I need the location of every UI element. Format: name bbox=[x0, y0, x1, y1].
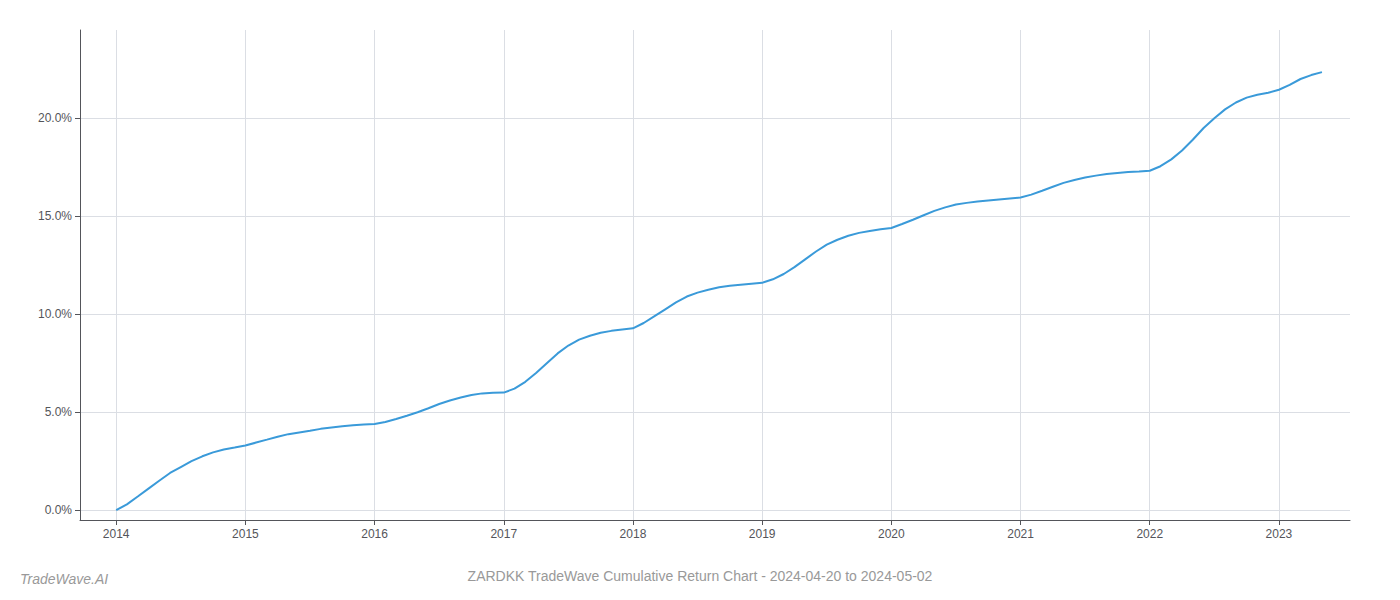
svg-text:TradeWave.AI: TradeWave.AI bbox=[20, 571, 108, 587]
svg-text:2017: 2017 bbox=[490, 527, 517, 541]
svg-text:2022: 2022 bbox=[1136, 527, 1163, 541]
svg-text:15.0%: 15.0% bbox=[38, 209, 72, 223]
svg-text:2019: 2019 bbox=[749, 527, 776, 541]
svg-text:2016: 2016 bbox=[361, 527, 388, 541]
svg-text:0.0%: 0.0% bbox=[45, 503, 73, 517]
svg-text:2018: 2018 bbox=[620, 527, 647, 541]
svg-text:5.0%: 5.0% bbox=[45, 405, 73, 419]
svg-text:10.0%: 10.0% bbox=[38, 307, 72, 321]
svg-text:2020: 2020 bbox=[878, 527, 905, 541]
svg-text:2014: 2014 bbox=[103, 527, 130, 541]
svg-text:ZARDKK TradeWave Cumulative Re: ZARDKK TradeWave Cumulative Return Chart… bbox=[468, 568, 933, 584]
svg-text:2021: 2021 bbox=[1007, 527, 1034, 541]
svg-text:20.0%: 20.0% bbox=[38, 111, 72, 125]
svg-text:2015: 2015 bbox=[232, 527, 259, 541]
svg-text:2023: 2023 bbox=[1266, 527, 1293, 541]
